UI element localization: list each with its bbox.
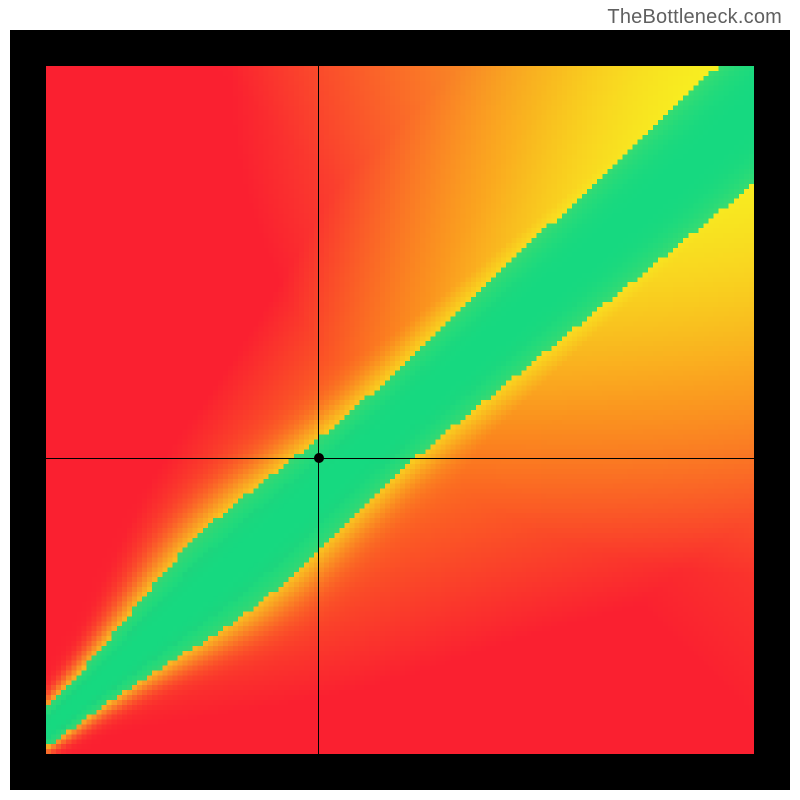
crosshair-horizontal xyxy=(46,458,754,459)
crosshair-vertical xyxy=(318,66,319,754)
watermark-text: TheBottleneck.com xyxy=(607,6,782,29)
chart-container: TheBottleneck.com xyxy=(0,0,800,800)
marker-point xyxy=(314,453,324,463)
heatmap-canvas xyxy=(46,66,754,754)
